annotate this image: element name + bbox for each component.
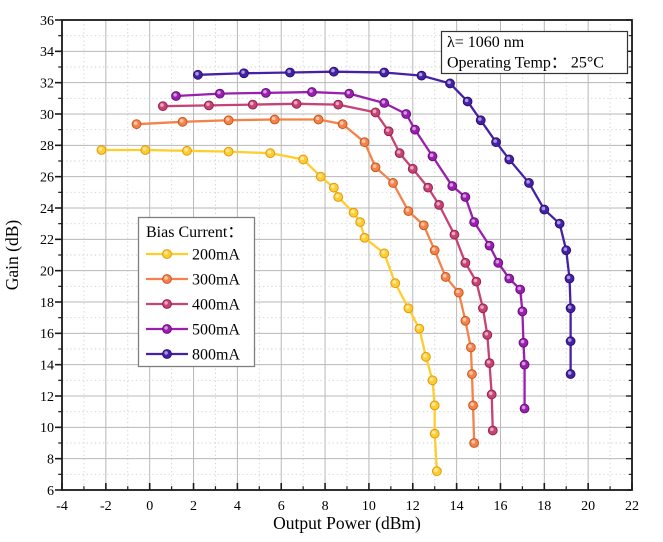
x-tick-label: 14 bbox=[450, 499, 464, 514]
legend-label-200mA: 200mA bbox=[192, 247, 240, 264]
x-tick-label: 18 bbox=[537, 499, 551, 514]
legend-label-500mA: 500mA bbox=[192, 322, 240, 339]
y-tick-label: 20 bbox=[40, 264, 54, 279]
y-tick-label: 10 bbox=[40, 421, 54, 436]
legend-item-800mA: 800mA bbox=[146, 347, 240, 364]
y-tick-label: 34 bbox=[40, 45, 54, 60]
x-tick-label: -4 bbox=[56, 499, 68, 514]
y-tick-label: 26 bbox=[40, 170, 54, 185]
x-tick-label: 22 bbox=[625, 499, 639, 514]
y-tick-label: 14 bbox=[40, 358, 54, 373]
y-axis-title: Gain (dB) bbox=[2, 220, 22, 291]
series-400mA bbox=[157, 98, 498, 436]
annotation-box: λ= 1060 nm Operating Temp： 25°C bbox=[440, 30, 629, 75]
x-tick-label: -2 bbox=[100, 499, 112, 514]
annotation-border bbox=[440, 30, 629, 75]
tick-labels: -4 -2 0 2 4 6 8 10 12 14 16 18 20 2268101214161820222… bbox=[40, 14, 639, 514]
x-tick-label: 4 bbox=[234, 499, 241, 514]
y-tick-label: 8 bbox=[47, 452, 54, 467]
legend-items: 200mA 300mA 400mA 500mA 800mA bbox=[146, 247, 240, 364]
annotation-temperature: Operating Temp： 25°C bbox=[447, 55, 604, 72]
legend-title: Bias Current： bbox=[146, 224, 243, 241]
legend-item-200mA: 200mA bbox=[146, 247, 240, 264]
series-200mA bbox=[96, 145, 442, 477]
y-tick-label: 18 bbox=[40, 296, 54, 311]
annotation-wavelength: λ= 1060 nm bbox=[447, 34, 525, 51]
data-series bbox=[96, 66, 576, 477]
x-tick-label: 16 bbox=[493, 499, 507, 514]
legend-label-400mA: 400mA bbox=[192, 297, 240, 314]
y-tick-label: 36 bbox=[40, 14, 54, 29]
y-tick-label: 32 bbox=[40, 76, 54, 91]
x-tick-label: 2 bbox=[190, 499, 197, 514]
x-tick-label: 8 bbox=[322, 499, 329, 514]
x-tick-label: 12 bbox=[406, 499, 420, 514]
y-tick-label: 6 bbox=[47, 484, 54, 499]
y-tick-label: 16 bbox=[40, 327, 54, 342]
legend-label-300mA: 300mA bbox=[192, 272, 240, 289]
legend-item-500mA: 500mA bbox=[146, 322, 240, 339]
legend-item-300mA: 300mA bbox=[146, 272, 240, 289]
axis-ticks bbox=[55, 19, 633, 491]
y-tick-label: 24 bbox=[40, 202, 54, 217]
x-axis-title: Output Power (dBm) bbox=[273, 513, 421, 533]
series-500mA bbox=[171, 87, 530, 414]
series-300mA bbox=[131, 114, 480, 448]
legend-item-400mA: 400mA bbox=[146, 297, 240, 314]
x-tick-label: 10 bbox=[362, 499, 376, 514]
y-tick-label: 30 bbox=[40, 108, 54, 123]
y-tick-label: 28 bbox=[40, 139, 54, 154]
x-tick-label: 20 bbox=[581, 499, 595, 514]
x-tick-label: 6 bbox=[278, 499, 285, 514]
series-800mA bbox=[193, 66, 576, 379]
legend-label-800mA: 800mA bbox=[192, 347, 240, 364]
legend-box bbox=[137, 216, 256, 368]
y-tick-label: 22 bbox=[40, 233, 54, 248]
x-tick-label: 0 bbox=[146, 499, 153, 514]
legend: Bias Current： 200mA 300mA 400mA 500mA 800mA bbox=[137, 216, 256, 368]
y-tick-label: 12 bbox=[40, 390, 54, 405]
